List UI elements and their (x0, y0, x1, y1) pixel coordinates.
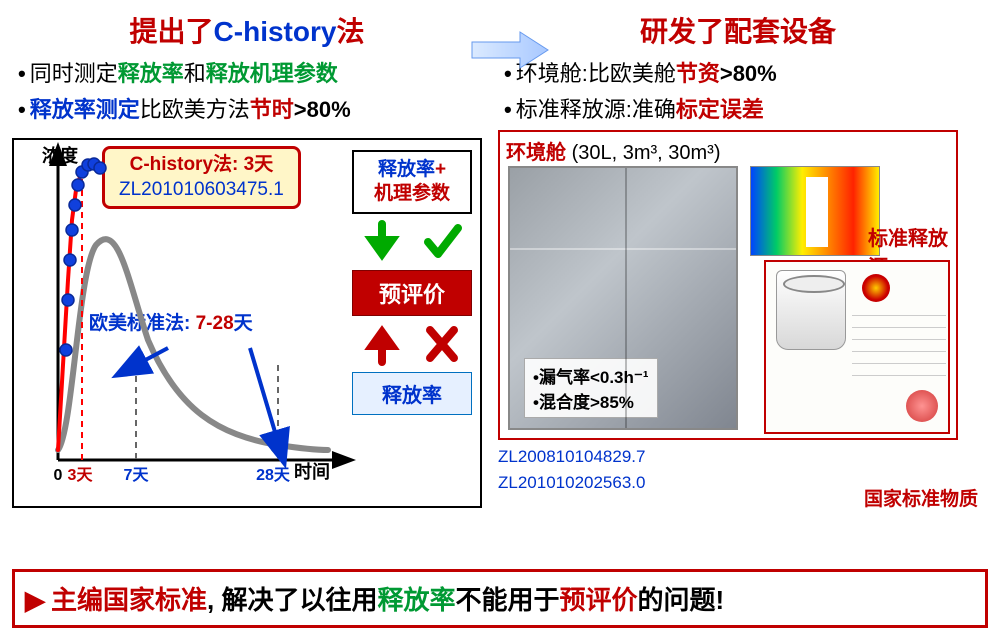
concentration-chart: 0 3天 7天 28天 (18, 150, 348, 500)
check-icon (422, 220, 462, 264)
bullet-line: •标准释放源:准确标定误差 (504, 92, 978, 124)
arrow-down-icon (362, 220, 402, 264)
flow-column: 释放率+机理参数 预评价 释放率 (352, 150, 472, 415)
svg-text:7天: 7天 (124, 467, 150, 484)
heatmap-image (750, 166, 880, 256)
flow-box-top: 释放率+机理参数 (352, 150, 472, 214)
svg-text:28天: 28天 (256, 467, 291, 484)
national-standard-material-label: 国家标准物质 (864, 484, 978, 511)
bullet-line: •环境舱:比欧美舱节资>80% (504, 56, 978, 88)
source-cup-photo (776, 270, 846, 350)
bottom-banner: ▶主编国家标准, 解决了以往用释放率不能用于预评价的问题! (12, 569, 988, 628)
left-heading: 提出了C-history法 (12, 10, 482, 50)
patent-number: ZL200810104829.7 (498, 444, 978, 470)
svg-text:0: 0 (54, 467, 63, 484)
arrow-up-icon (362, 322, 402, 366)
cross-icon (422, 322, 462, 366)
chart-box: 浓度 C-history法: 3天 ZL201010603475.1 欧美标准法… (12, 138, 482, 508)
flow-box-bottom: 释放率 (352, 372, 472, 415)
env-title: 环境舱 (30L, 3m³, 30m³) (506, 136, 950, 165)
triangle-icon: ▶ (25, 585, 45, 615)
bullet-line: •释放率测定比欧美方法节时>80% (18, 92, 482, 124)
bullet-line: •同时测定释放率和释放机理参数 (18, 56, 482, 88)
emblem-icon (862, 274, 890, 302)
cert-text-lines (852, 308, 946, 380)
x-axis-label: 时间 (294, 458, 478, 484)
environment-chamber-box: 环境舱 (30L, 3m³, 30m³) •漏气率<0.3h⁻¹•混合度>85%… (498, 130, 958, 440)
flow-box-mid: 预评价 (352, 270, 472, 316)
chamber-photo: •漏气率<0.3h⁻¹•混合度>85% (508, 166, 738, 430)
chamber-metrics: •漏气率<0.3h⁻¹•混合度>85% (524, 358, 658, 418)
certificate-box (764, 260, 950, 434)
seal-icon (906, 390, 938, 422)
right-heading: 研发了配套设备 (498, 10, 978, 50)
big-arrow-icon (470, 30, 550, 70)
svg-text:3天: 3天 (68, 467, 94, 484)
